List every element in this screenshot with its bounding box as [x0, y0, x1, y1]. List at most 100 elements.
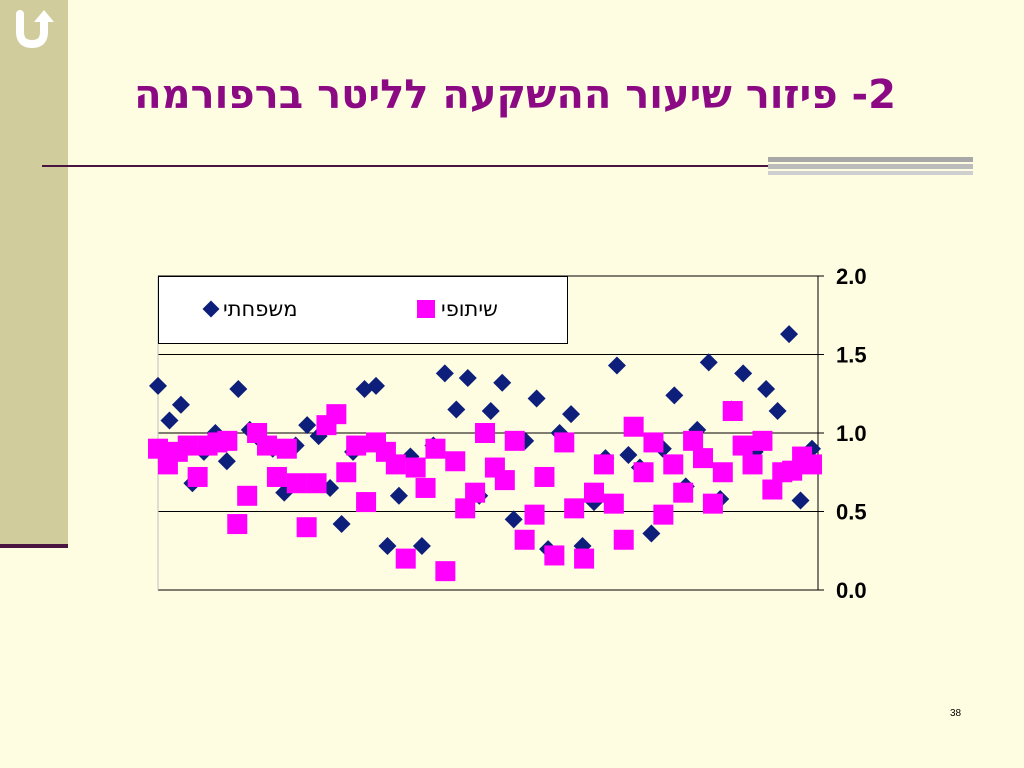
left-decorative-band	[0, 0, 68, 548]
diamond-point	[378, 537, 397, 556]
diamond-point	[642, 524, 661, 543]
title-underline	[42, 165, 972, 167]
square-point	[544, 545, 565, 566]
square-point	[554, 432, 575, 453]
square-point	[395, 548, 416, 569]
diamond-point	[791, 491, 810, 510]
diamond-marker-icon	[202, 300, 220, 318]
square-point	[296, 517, 317, 538]
diamond-point	[481, 402, 500, 421]
square-point	[326, 404, 347, 425]
square-point	[593, 454, 614, 475]
diamond-point	[607, 356, 626, 375]
square-point	[722, 401, 743, 422]
square-point	[802, 454, 822, 475]
square-point	[276, 438, 297, 459]
square-point	[732, 435, 753, 456]
square-point	[534, 466, 555, 487]
square-point	[385, 454, 406, 475]
square-point	[356, 492, 377, 513]
square-point	[217, 430, 238, 451]
y-tick-label: 1.0	[836, 421, 867, 446]
diamond-point	[768, 402, 787, 421]
square-point	[584, 482, 604, 503]
diamond-point	[229, 380, 248, 399]
diamond-point	[389, 486, 408, 505]
square-point	[266, 466, 287, 487]
square-point	[435, 561, 456, 582]
square-point	[574, 548, 595, 569]
square-point	[286, 473, 307, 494]
legend-label-cooperative: שיתופי	[441, 297, 498, 321]
square-point	[346, 435, 367, 456]
diamond-point	[619, 445, 638, 464]
diamond-point	[332, 515, 351, 534]
square-point	[623, 416, 644, 437]
legend-label-family: משפחתי	[223, 297, 298, 321]
square-point	[643, 432, 664, 453]
diamond-point	[447, 400, 466, 419]
square-point	[177, 435, 198, 456]
square-point	[227, 514, 248, 535]
diamond-point	[493, 373, 512, 392]
left-band-rule	[0, 544, 68, 548]
square-point	[306, 473, 327, 494]
square-point	[187, 466, 208, 487]
square-point	[425, 438, 446, 459]
square-point	[752, 430, 773, 451]
diamond-point	[160, 411, 179, 430]
square-point	[445, 451, 466, 472]
page-title: 2- פיזור שיעור ההשקעה לליטר ברפורמה	[134, 72, 896, 118]
chart-legend: משפחתי שיתופי	[158, 276, 568, 344]
diamond-point	[665, 386, 684, 405]
title-underline-accent	[768, 157, 973, 179]
square-point	[257, 435, 277, 456]
diamond-point	[458, 369, 477, 388]
square-point	[673, 482, 694, 503]
y-tick-label: 2.0	[836, 264, 867, 289]
page-number: 38	[950, 708, 962, 719]
diamond-point	[504, 510, 523, 529]
square-point	[712, 462, 733, 483]
legend-item-cooperative: שיתופי	[417, 297, 498, 321]
square-point	[524, 504, 545, 525]
square-point	[504, 430, 525, 451]
diamond-point	[149, 376, 167, 395]
square-point	[702, 493, 723, 514]
diamond-point	[367, 376, 385, 395]
square-point	[475, 423, 495, 443]
square-point	[762, 479, 783, 500]
diamond-point	[171, 395, 190, 414]
y-tick-label: 0.0	[836, 578, 867, 603]
square-point	[237, 485, 258, 506]
square-point	[148, 438, 168, 459]
square-point	[693, 448, 713, 469]
square-point	[514, 529, 535, 550]
square-point	[633, 462, 654, 483]
diamond-point	[217, 452, 236, 471]
square-point	[613, 529, 634, 550]
square-point	[663, 454, 684, 475]
legend-item-family: משפחתי	[202, 297, 298, 321]
u-turn-arrow-icon[interactable]	[8, 6, 56, 50]
square-point	[683, 430, 704, 451]
square-point	[455, 498, 476, 519]
square-point	[564, 498, 585, 519]
square-point	[742, 454, 763, 475]
diamond-point	[298, 416, 317, 435]
square-point	[494, 470, 515, 491]
diamond-point	[435, 364, 454, 383]
square-point	[603, 493, 624, 514]
square-point	[465, 482, 486, 503]
y-tick-label: 1.5	[836, 343, 867, 368]
diamond-point	[527, 389, 546, 408]
square-point	[336, 462, 357, 483]
diamond-point	[562, 405, 581, 424]
diamond-point	[757, 380, 776, 399]
y-tick-label: 0.5	[836, 500, 867, 525]
square-point	[653, 504, 674, 525]
square-point	[405, 457, 426, 478]
square-marker-icon	[417, 300, 435, 318]
diamond-point	[699, 353, 718, 372]
